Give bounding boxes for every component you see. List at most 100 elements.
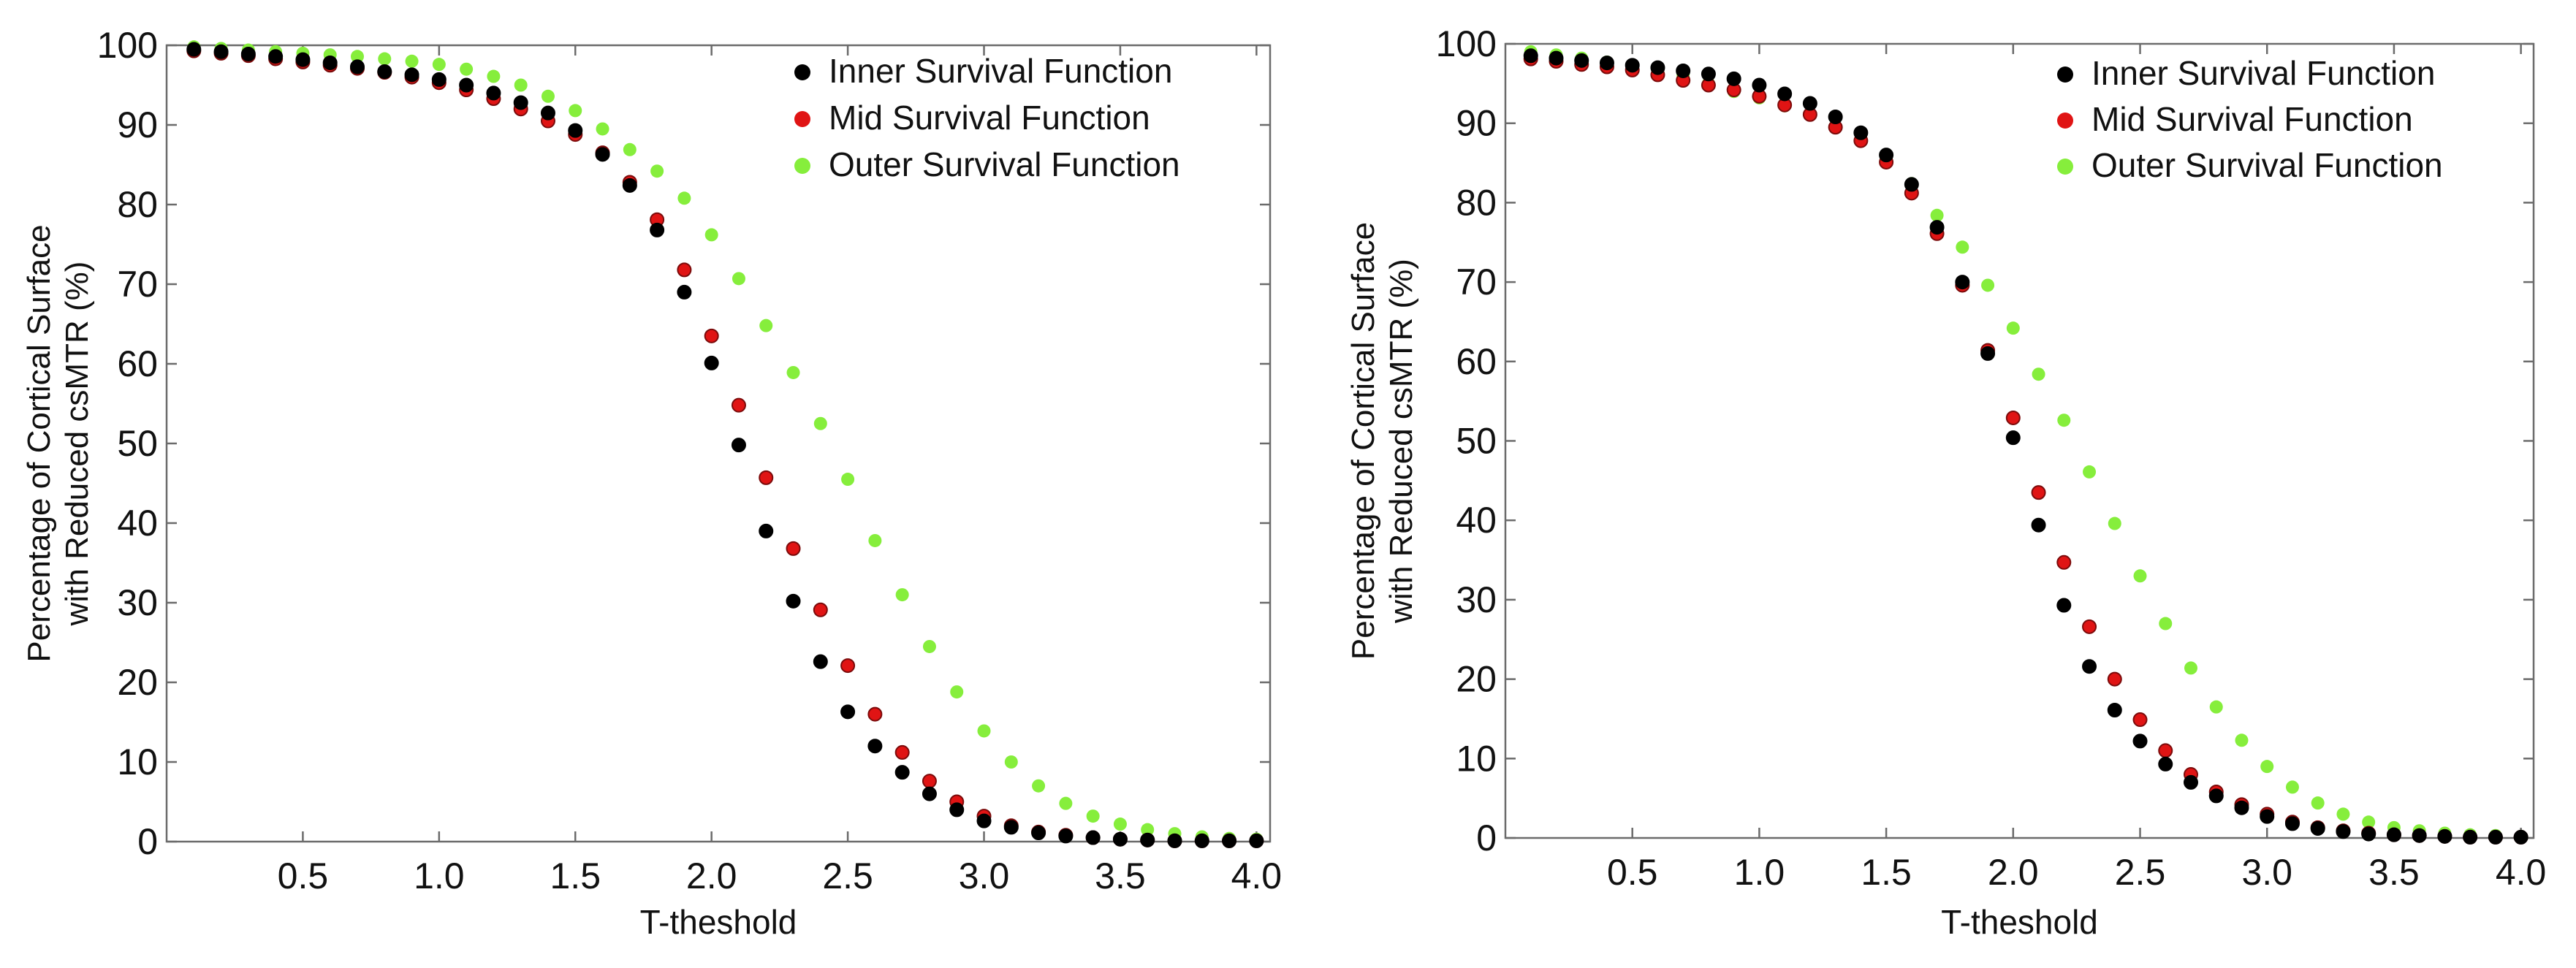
x-tick-label: 4.0 <box>1231 855 1283 896</box>
data-point-inner-survival-function <box>2056 598 2072 613</box>
data-point-inner-survival-function <box>2513 829 2528 845</box>
data-point-inner-survival-function <box>2310 820 2325 836</box>
data-point-inner-survival-function <box>1003 820 1019 835</box>
legend-label: Inner Survival Function <box>829 52 1172 90</box>
data-point-inner-survival-function <box>1676 63 1691 78</box>
data-point-inner-survival-function <box>213 44 229 59</box>
data-point-mid-survival-function <box>786 541 801 556</box>
data-point-outer-survival-function <box>950 685 964 699</box>
data-point-inner-survival-function <box>2132 733 2148 749</box>
data-point-outer-survival-function <box>1086 809 1100 823</box>
x-tick-label: 1.5 <box>550 855 601 896</box>
y-tick-label: 10 <box>1456 738 1497 779</box>
data-point-outer-survival-function <box>2083 465 2097 479</box>
data-point-outer-survival-function <box>350 50 364 64</box>
y-tick-label: 70 <box>1456 262 1497 302</box>
y-tick-label: 0 <box>137 821 158 862</box>
x-tick-label: 1.5 <box>1861 852 1912 893</box>
data-point-mid-survival-function <box>840 658 856 674</box>
data-point-inner-survival-function <box>786 593 801 609</box>
legend-label: Outer Survival Function <box>829 145 1180 183</box>
y-tick-label: 50 <box>117 423 158 464</box>
chart-panel-right: 0 10 20 30 40 50 60 70 80 90 100 0.5 1.0 1.5 2.0 2.5 3.0… <box>1345 23 2546 941</box>
data-point-mid-survival-function <box>759 470 774 485</box>
data-point-outer-survival-function <box>2336 807 2350 821</box>
y-tick-label: 60 <box>117 343 158 384</box>
data-point-inner-survival-function <box>1853 125 1869 140</box>
data-point-mid-survival-function <box>867 706 883 722</box>
data-point-outer-survival-function <box>786 365 800 379</box>
data-point-inner-survival-function <box>1650 60 1665 75</box>
data-point-outer-survival-function <box>378 52 392 66</box>
data-point-outer-survival-function <box>1032 779 1046 793</box>
y-tick-label: 40 <box>1456 500 1497 541</box>
data-point-inner-survival-function <box>1112 831 1128 847</box>
data-point-mid-survival-function <box>2107 671 2122 687</box>
data-point-inner-survival-function <box>595 147 610 162</box>
data-point-outer-survival-function <box>1930 208 1944 222</box>
data-point-inner-survival-function <box>1167 833 1182 848</box>
data-point-outer-survival-function <box>569 104 582 118</box>
data-point-inner-survival-function <box>949 802 965 818</box>
data-point-inner-survival-function <box>1879 148 1894 163</box>
data-point-inner-survival-function <box>1726 71 1741 86</box>
data-point-inner-survival-function <box>1140 832 1155 847</box>
data-point-outer-survival-function <box>2209 700 2223 714</box>
data-point-inner-survival-function <box>1955 275 1970 290</box>
data-point-inner-survival-function <box>1574 53 1589 68</box>
data-point-inner-survival-function <box>2260 809 2275 824</box>
data-point-inner-survival-function <box>377 64 392 79</box>
x-tick-label: 2.0 <box>1988 852 2039 893</box>
data-point-outer-survival-function <box>487 69 501 83</box>
data-point-mid-survival-function <box>922 774 937 789</box>
data-point-inner-survival-function <box>349 59 365 75</box>
y-tick-label: 0 <box>1476 818 1497 858</box>
data-point-outer-survival-function <box>922 639 936 653</box>
data-point-inner-survival-function <box>1777 86 1793 102</box>
y-tick-label: 90 <box>1456 103 1497 144</box>
data-point-outer-survival-function <box>405 54 419 68</box>
x-tick-label: 2.5 <box>2115 852 2166 893</box>
legend-label: Inner Survival Function <box>2091 54 2435 92</box>
data-point-inner-survival-function <box>677 284 692 300</box>
data-point-inner-survival-function <box>840 704 856 720</box>
data-point-inner-survival-function <box>540 105 555 121</box>
data-point-inner-survival-function <box>1523 48 1538 64</box>
data-point-inner-survival-function <box>2488 829 2503 845</box>
data-point-outer-survival-function <box>1004 755 1018 769</box>
legend-label: Outer Survival Function <box>2091 146 2443 184</box>
data-point-inner-survival-function <box>2158 756 2173 771</box>
x-tick-label: 3.0 <box>959 855 1010 896</box>
data-point-outer-survival-function <box>2362 815 2376 829</box>
x-tick-label: 4.0 <box>2496 852 2547 893</box>
y-tick-label: 20 <box>117 662 158 703</box>
data-point-inner-survival-function <box>295 52 311 67</box>
data-point-outer-survival-function <box>1059 796 1073 810</box>
data-point-inner-survival-function <box>459 77 474 93</box>
data-point-inner-survival-function <box>894 765 910 780</box>
x-tick-label: 2.5 <box>822 855 873 896</box>
data-point-mid-survival-function <box>2005 410 2021 425</box>
legend-marker <box>2057 113 2073 129</box>
data-point-outer-survival-function <box>1981 278 1995 292</box>
data-point-outer-survival-function <box>813 416 827 430</box>
data-point-inner-survival-function <box>976 813 992 828</box>
data-point-inner-survival-function <box>1058 828 1074 844</box>
legend-label: Mid Survival Function <box>829 99 1150 137</box>
data-point-inner-survival-function <box>431 72 447 87</box>
data-point-outer-survival-function <box>1956 240 1969 254</box>
data-point-outer-survival-function <box>2133 569 2147 583</box>
x-tick-label: 3.5 <box>2368 852 2420 893</box>
data-point-inner-survival-function <box>622 178 637 193</box>
data-point-inner-survival-function <box>1904 177 1919 192</box>
data-point-inner-survival-function <box>1249 833 1264 848</box>
data-point-inner-survival-function <box>1085 830 1101 845</box>
data-point-outer-survival-function <box>432 58 446 72</box>
data-point-outer-survival-function <box>596 122 609 136</box>
data-point-outer-survival-function <box>977 724 991 738</box>
data-point-inner-survival-function <box>268 49 284 64</box>
legend-marker <box>2057 66 2073 83</box>
legend-marker <box>794 111 810 127</box>
data-point-inner-survival-function <box>1752 77 1767 93</box>
data-point-outer-survival-function <box>2032 367 2045 381</box>
